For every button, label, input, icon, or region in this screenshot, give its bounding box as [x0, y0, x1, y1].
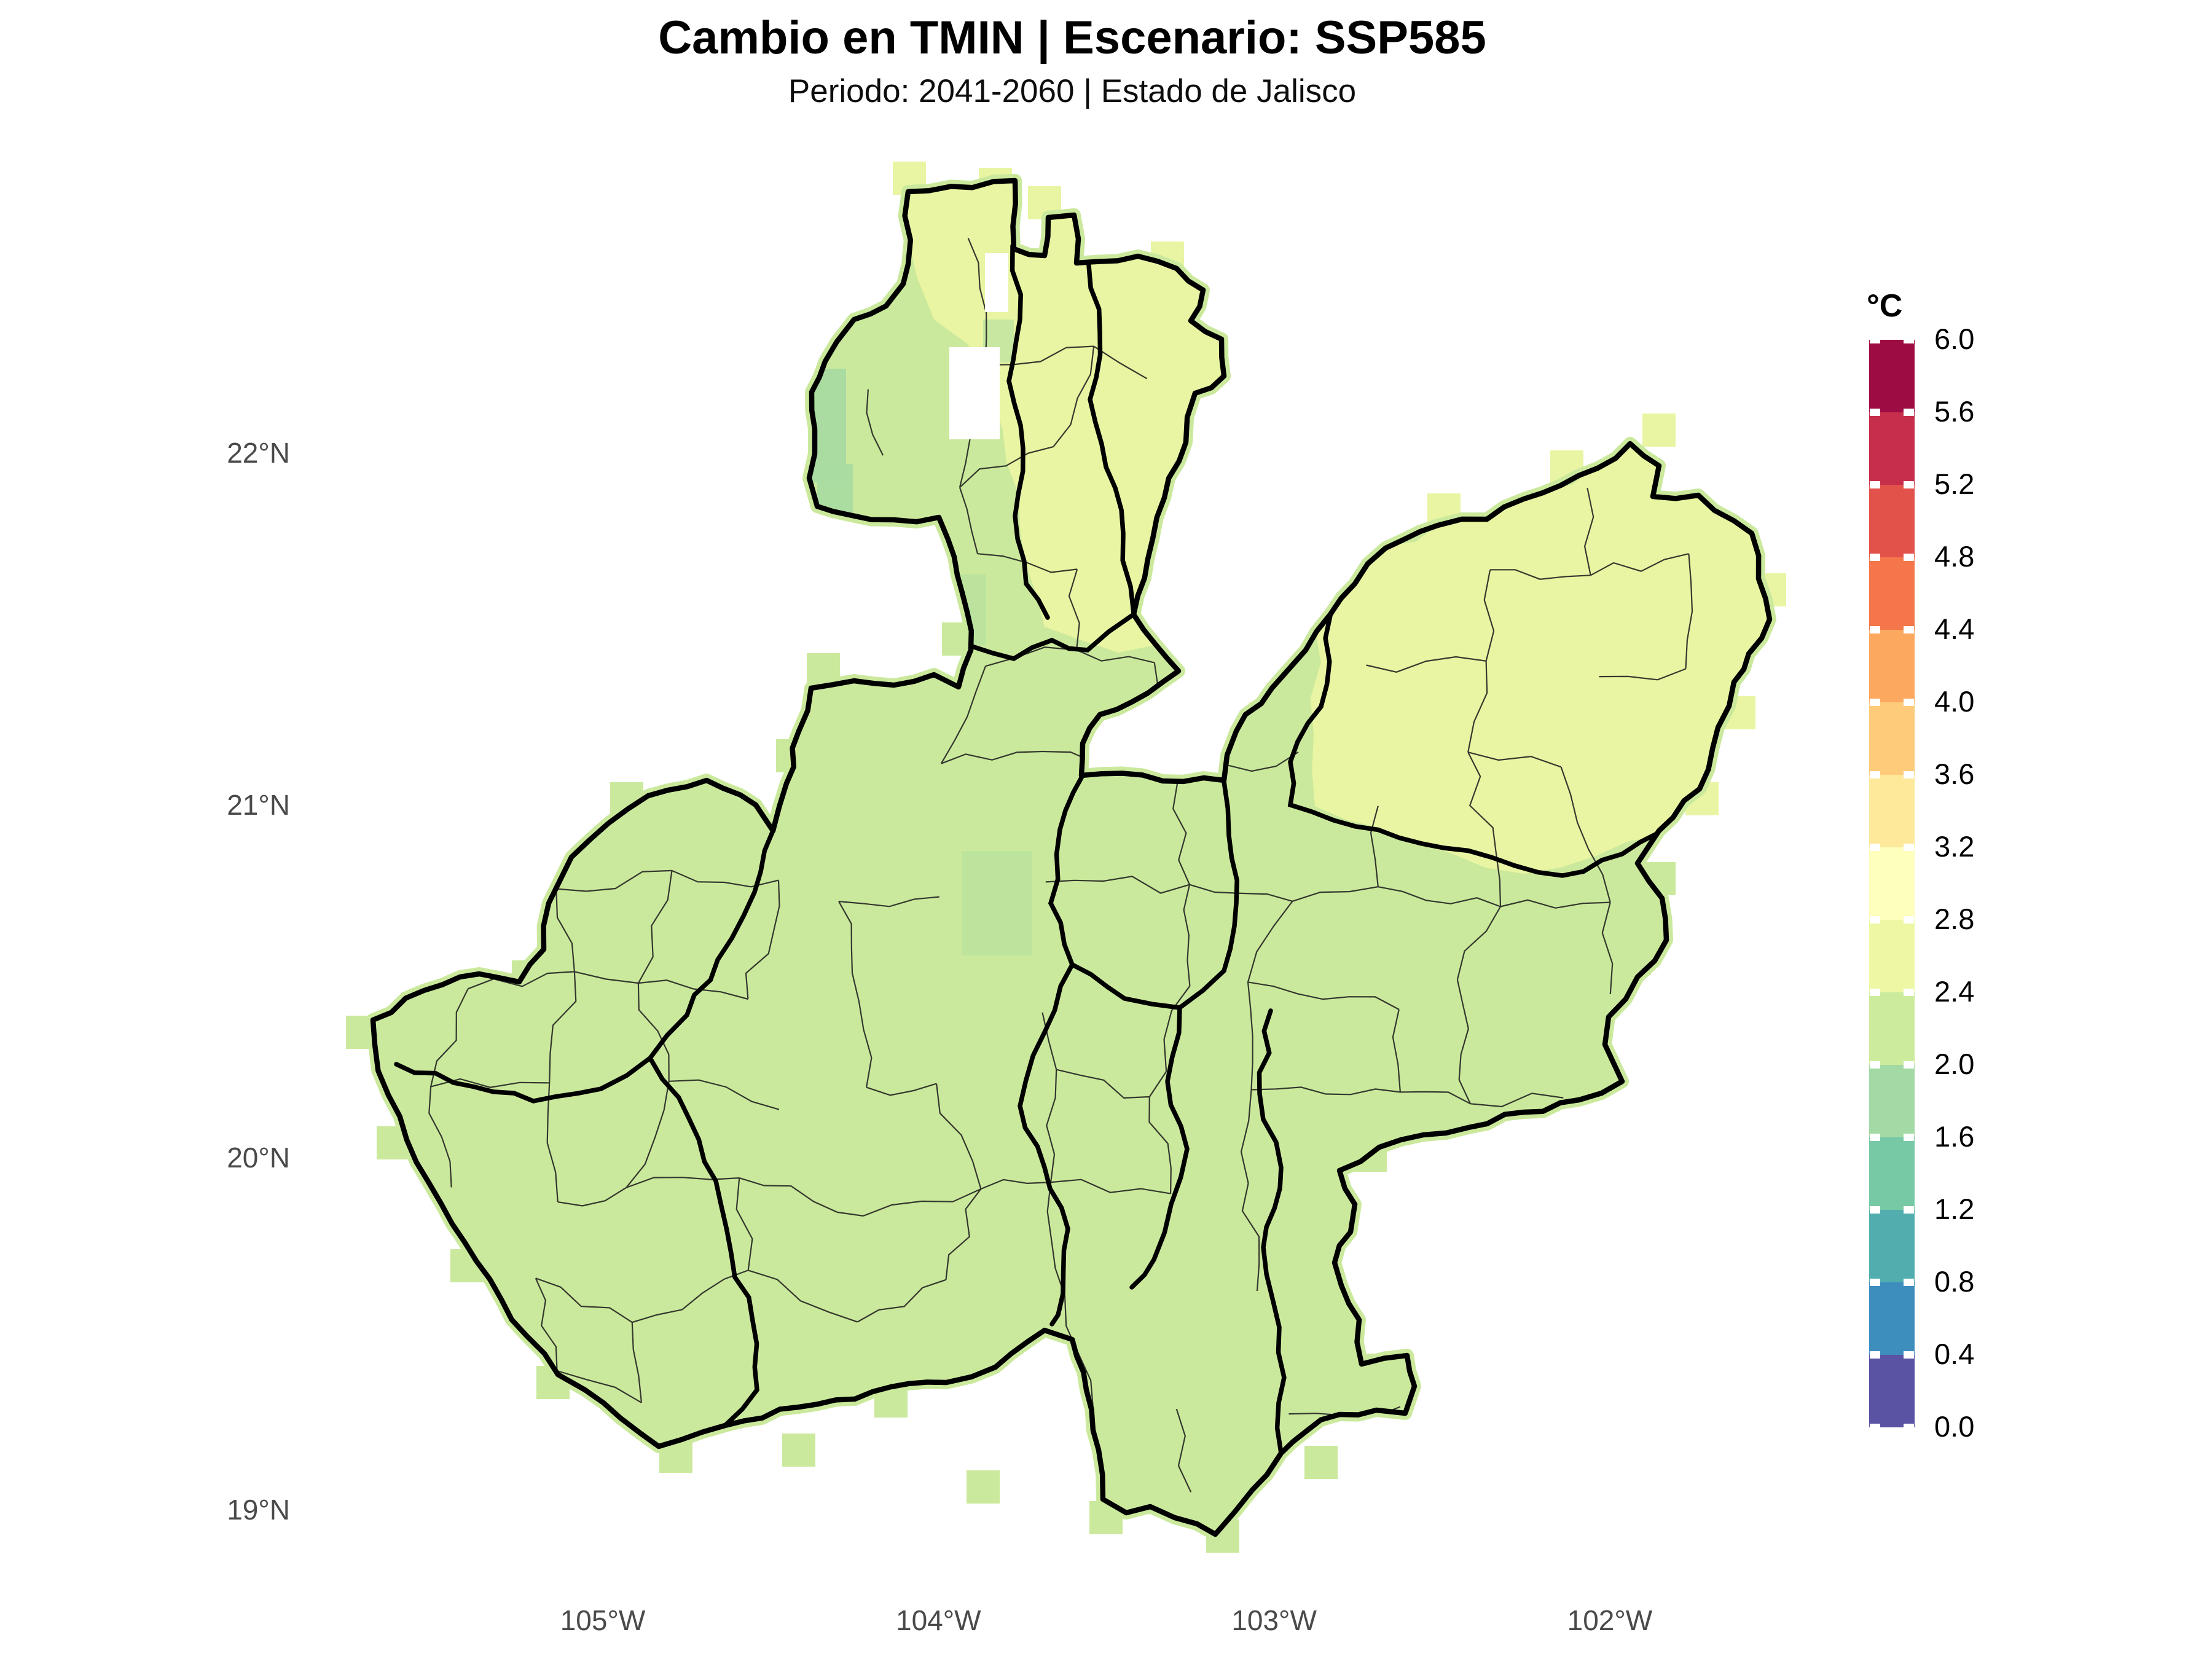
legend-tick-label: 5.6 [1934, 396, 1974, 428]
legend-tick-label: 2.8 [1934, 903, 1974, 935]
legend-tick-notch [1870, 336, 1880, 343]
legend-tick-notch [1904, 1206, 1914, 1214]
legend-swatch [1869, 1210, 1915, 1282]
legend-tick-notch [1904, 771, 1914, 779]
lon-tick-label: 102°W [1536, 1605, 1684, 1636]
bin-1-6-to-2-0-patch [962, 851, 1032, 955]
legend-tick-notch [1870, 771, 1880, 779]
legend-swatch [1869, 485, 1915, 557]
legend-tick-label: 4.0 [1934, 686, 1974, 718]
legend-swatch [1869, 557, 1915, 630]
bin-2-4-to-2-8-northeast [1311, 433, 1805, 874]
legend-tick-notch [1870, 1279, 1880, 1286]
legend-tick-notch [1904, 1351, 1914, 1359]
legend-swatch [1869, 992, 1915, 1065]
legend-tick-label: 4.8 [1934, 541, 1974, 573]
legend-swatch [1869, 1065, 1915, 1137]
lat-tick-label: 20°N [179, 1142, 290, 1174]
legend-tick-notch [1870, 1351, 1880, 1359]
lon-tick-label: 104°W [865, 1605, 1012, 1636]
legend-tick-notch [1870, 1061, 1880, 1069]
legend-tick-notch [1904, 1061, 1914, 1069]
figure-canvas: Cambio en TMIN | Escenario: SSP585 Perio… [0, 0, 2212, 1659]
legend-tick-notch [1904, 1279, 1914, 1286]
legend-tick-notch [1870, 409, 1880, 416]
lon-tick-label: 103°W [1201, 1605, 1348, 1636]
legend-tick-notch [1904, 554, 1914, 561]
legend-tick-notch [1870, 699, 1880, 706]
legend-swatch [1869, 412, 1915, 485]
legend-tick-notch [1904, 1134, 1914, 1141]
legend-tick-label: 5.2 [1934, 468, 1974, 500]
legend-tick-notch [1870, 626, 1880, 633]
legend-tick-label: 0.4 [1934, 1338, 1974, 1370]
legend-tick-notch [1870, 481, 1880, 488]
lat-tick-label: 19°N [179, 1494, 290, 1526]
legend-tick-label: 0.8 [1934, 1266, 1974, 1298]
legend-title: °C [1867, 288, 1902, 324]
legend-swatch [1869, 1282, 1915, 1355]
lat-tick-label: 22°N [179, 437, 290, 469]
legend-swatch [1869, 630, 1915, 702]
legend-tick-notch [1904, 699, 1914, 706]
legend-tick-notch [1904, 1424, 1914, 1431]
legend-tick-label: 1.2 [1934, 1193, 1974, 1225]
legend-tick-notch [1904, 916, 1914, 924]
legend-tick-label: 3.6 [1934, 758, 1974, 790]
legend-tick-label: 1.6 [1934, 1121, 1974, 1153]
legend-tick-notch [1904, 336, 1914, 343]
legend-tick-label: 2.0 [1934, 1048, 1974, 1080]
legend-tick-notch [1870, 844, 1880, 851]
legend-tick-notch [1870, 1206, 1880, 1214]
legend-tick-notch [1870, 989, 1880, 996]
legend-swatch [1869, 775, 1915, 847]
legend-tick-label: 2.4 [1934, 976, 1974, 1008]
legend-tick-notch [1904, 626, 1914, 633]
lon-tick-label: 105°W [529, 1605, 677, 1636]
legend-swatch [1869, 340, 1915, 412]
legend-tick-label: 4.4 [1934, 613, 1974, 645]
legend-tick-label: 6.0 [1934, 323, 1974, 355]
legend-tick-notch [1870, 1424, 1880, 1431]
legend-tick-notch [1904, 989, 1914, 996]
colorbar [1869, 340, 1915, 1427]
lat-tick-label: 21°N [179, 790, 290, 821]
legend-swatch [1869, 920, 1915, 992]
legend-tick-label: 3.2 [1934, 831, 1974, 863]
legend-tick-label: 0.0 [1934, 1411, 1974, 1443]
legend-swatch [1869, 702, 1915, 775]
legend-swatch [1869, 1137, 1915, 1210]
legend-tick-notch [1904, 844, 1914, 851]
legend-swatch [1869, 1355, 1915, 1427]
legend-tick-notch [1870, 554, 1880, 561]
legend-swatch [1869, 847, 1915, 920]
legend-tick-notch [1870, 1134, 1880, 1141]
legend-tick-notch [1904, 409, 1914, 416]
legend-tick-notch [1870, 916, 1880, 924]
legend-tick-notch [1904, 481, 1914, 488]
